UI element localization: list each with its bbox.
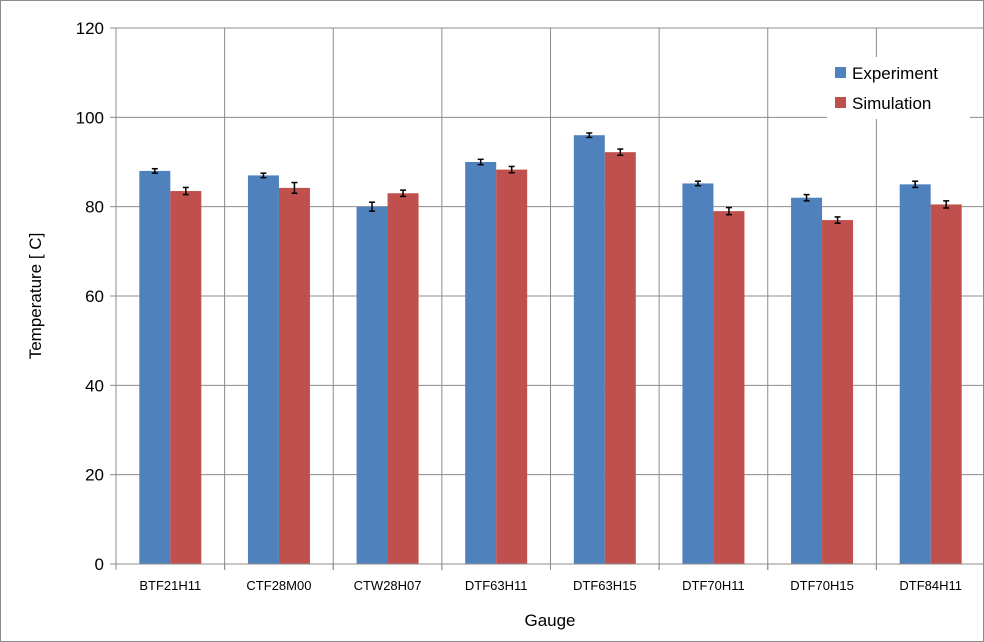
x-tick-label: BTF21H11 <box>139 578 201 593</box>
bar-simulation-dtf70h11 <box>713 211 745 564</box>
x-tick-label: DTF63H15 <box>573 578 637 593</box>
bar-simulation-ctf28m00 <box>278 187 310 564</box>
bar-experiment-ctf28m00 <box>247 175 279 564</box>
bar-simulation-dtf70h15 <box>822 220 854 565</box>
bar-experiment-dtf84h11 <box>899 184 931 565</box>
x-tick-label: DTF70H15 <box>790 578 854 593</box>
legend-swatch-simulation <box>835 97 846 108</box>
y-tick-label: 120 <box>76 19 104 38</box>
bar-experiment-dtf70h11 <box>682 183 714 564</box>
bar-simulation-ctw28h07 <box>387 193 419 564</box>
x-axis-ticks: BTF21H11 CTF28M00 CTW28H07 DTF63H11 DTF63H15… <box>139 578 962 593</box>
legend-background <box>827 57 970 119</box>
y-tick-label: 0 <box>95 555 104 574</box>
error-bars <box>151 132 950 224</box>
x-tick-label: CTW28H07 <box>354 578 422 593</box>
bar-simulation-dtf84h11 <box>930 204 962 564</box>
legend-label-experiment: Experiment <box>852 64 938 83</box>
x-axis-title: Gauge <box>524 611 575 630</box>
y-tick-label: 20 <box>85 466 104 485</box>
y-tick-label: 100 <box>76 108 104 127</box>
legend-label-simulation: Simulation <box>852 94 931 113</box>
y-axis-ticks: 0 20 40 60 80 100 120 <box>76 19 104 574</box>
legend-swatch-experiment <box>835 67 846 78</box>
axes <box>110 27 983 570</box>
bar-experiment-dtf63h15 <box>573 135 605 564</box>
bar-simulation-btf21h11 <box>170 191 202 565</box>
y-tick-label: 40 <box>85 376 104 395</box>
bar-simulation-dtf63h11 <box>496 169 528 565</box>
x-tick-label: CTF28M00 <box>246 578 311 593</box>
bars <box>139 135 962 565</box>
y-tick-label: 80 <box>85 198 104 217</box>
x-tick-label: DTF84H11 <box>899 578 962 593</box>
x-tick-label: DTF63H11 <box>465 578 528 593</box>
x-tick-label: DTF70H11 <box>682 578 745 593</box>
y-axis-title: Temperature [ C] <box>26 233 45 360</box>
bar-experiment-dtf63h11 <box>465 162 497 564</box>
bar-experiment-dtf70h15 <box>791 197 823 564</box>
bar-experiment-ctw28h07 <box>356 206 388 564</box>
y-tick-label: 60 <box>85 287 104 306</box>
bar-experiment-btf21h11 <box>139 170 171 564</box>
legend: Experiment Simulation <box>827 57 970 119</box>
bar-simulation-dtf63h15 <box>604 152 636 564</box>
